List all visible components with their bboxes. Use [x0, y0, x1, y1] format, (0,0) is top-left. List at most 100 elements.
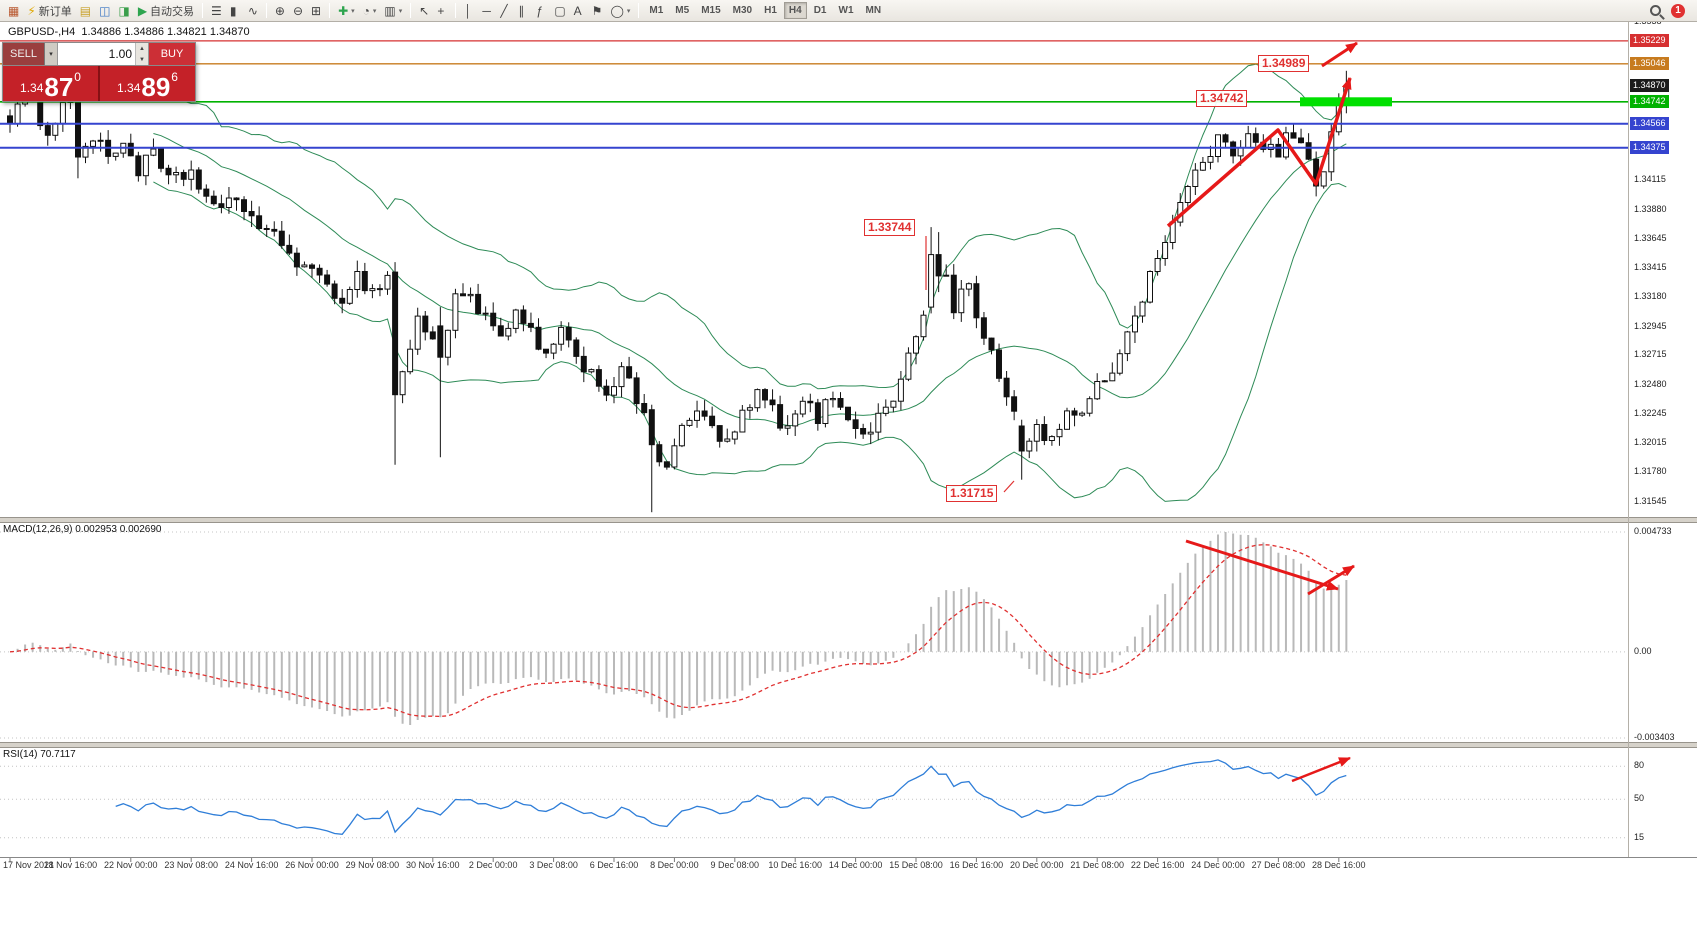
price-tick: 1.31780: [1634, 466, 1667, 477]
toolbar-separator: [455, 3, 457, 18]
timeframe-h1-button[interactable]: H1: [764, 5, 777, 16]
new-order-icon: ⚡: [27, 3, 36, 18]
price-tick: 1.33645: [1634, 232, 1667, 243]
price-badge-1.34375: 1.34375: [1630, 140, 1669, 154]
volume-up-button[interactable]: ▲: [136, 43, 148, 54]
macd-tick: -0.003403: [1634, 732, 1675, 742]
trend-arrow-main[interactable]: [1166, 77, 1352, 228]
timeframe-w1-button[interactable]: W1: [838, 5, 854, 16]
sell-price-pipette: 0: [74, 70, 81, 84]
time-axis-label: 20 Dec 00:00: [1010, 860, 1064, 870]
tile-windows-icon: ⊞: [311, 3, 322, 18]
templates-icon[interactable]: ▥ ▾: [380, 2, 406, 20]
market-watch-icon[interactable]: ◫: [95, 2, 114, 20]
periods-menu-icon[interactable]: ◔ ▾: [359, 2, 381, 20]
price-badge-1.34742: 1.34742: [1630, 94, 1669, 108]
price-tick: 1.31545: [1634, 495, 1667, 506]
timeframe-mn-button[interactable]: MN: [865, 5, 882, 16]
panel-grid-lines: [0, 531, 1628, 839]
auto-trading-button[interactable]: ▶ 自动交易: [134, 2, 198, 20]
panel-separators[interactable]: [0, 517, 1697, 862]
price-tick: 1.33180: [1634, 291, 1667, 302]
time-axis-label: 24 Dec 00:00: [1191, 860, 1245, 870]
line-chart-mode-icon[interactable]: ∿: [244, 2, 262, 20]
time-axis-label: 16 Dec 16:00: [949, 860, 1004, 870]
search-icon[interactable]: [1650, 5, 1661, 16]
price-note-133744[interactable]: 1.33744: [864, 219, 916, 236]
sell-price-big: 87: [44, 71, 74, 102]
vertical-line-tool-icon[interactable]: │: [460, 2, 478, 20]
macd-signal-line: [9, 544, 1347, 718]
shapes-tool-icon[interactable]: ▢: [550, 2, 569, 20]
chart-profiles-icon[interactable]: ▤: [76, 2, 95, 20]
cursor-tool-icon[interactable]: ↖: [415, 2, 433, 20]
time-axis-label: 26 Nov 00:00: [285, 860, 339, 870]
price-note-134989[interactable]: 1.34989: [1258, 55, 1310, 72]
tile-windows-icon[interactable]: ⊞: [307, 2, 325, 20]
new-order-label: 新订单: [38, 5, 72, 18]
trendline-tool-icon[interactable]: ╱: [496, 2, 514, 20]
zoom-out-icon[interactable]: ⊖: [289, 2, 307, 20]
highlight-bar[interactable]: [1300, 97, 1392, 107]
objects-menu-icon[interactable]: ◯ ▾: [606, 2, 634, 20]
timeframe-m30-button[interactable]: M30: [732, 5, 753, 16]
breakout-arrow[interactable]: [1321, 41, 1358, 68]
price-note-134742[interactable]: 1.34742: [1196, 90, 1248, 107]
rsi-tick: 15: [1634, 831, 1645, 842]
time-axis-label: 8 Dec 00:00: [650, 860, 699, 870]
zoom-in-icon[interactable]: ⊕: [271, 2, 289, 20]
macd-decline-arrow[interactable]: [1185, 539, 1339, 591]
time-axis-label: 30 Nov 16:00: [406, 860, 460, 870]
label-tool-icon[interactable]: ⚑: [588, 2, 607, 20]
rsi-up-arrow[interactable]: [1291, 756, 1351, 783]
rsi-tick: 50: [1634, 793, 1645, 804]
candlestick-mode-icon[interactable]: ▮: [226, 2, 244, 20]
time-axis-label: 23 Nov 08:00: [164, 860, 218, 870]
trade-options-caret[interactable]: ▾: [45, 43, 58, 65]
toolbar-separator: [329, 3, 331, 18]
zoom-out-icon: ⊖: [292, 3, 303, 18]
timeframe-m1-button[interactable]: M1: [649, 5, 664, 16]
new-order-button[interactable]: ⚡ 新订单: [23, 2, 75, 20]
bar-chart-mode-icon[interactable]: ☰: [207, 2, 226, 20]
fibonacci-tool-icon[interactable]: ƒ: [532, 2, 550, 20]
macd-turn-arrow[interactable]: [1307, 564, 1355, 596]
candlestick-mode-icon: ▮: [229, 3, 237, 18]
annotation-leader-line: [1003, 480, 1015, 493]
sell-price[interactable]: 1.34 87 0: [3, 66, 98, 101]
timeframe-m15-button[interactable]: M15: [701, 5, 721, 16]
price-tick: 1.32245: [1634, 408, 1667, 419]
crosshair-tool-icon: +: [437, 3, 445, 18]
text-tool-icon[interactable]: A: [570, 2, 588, 20]
channel-tool-icon: ∥: [518, 3, 525, 18]
buy-button[interactable]: BUY: [149, 43, 195, 65]
rsi-tick: 80: [1634, 760, 1645, 771]
volume-down-button[interactable]: ▼: [136, 54, 148, 65]
volume-box: ▲ ▼: [58, 43, 149, 65]
horizontal-line-tool-icon[interactable]: ─: [478, 2, 496, 20]
new-chart-icon[interactable]: ▦: [4, 2, 23, 20]
volume-input[interactable]: [58, 43, 135, 65]
buy-price[interactable]: 1.34 89 6: [100, 66, 195, 101]
price-tick: 1.34115: [1634, 174, 1666, 185]
crosshair-tool-icon[interactable]: +: [433, 2, 451, 20]
sell-button[interactable]: SELL: [3, 43, 45, 65]
toolbar-right-group: 1: [1650, 3, 1693, 18]
strategy-tester-icon[interactable]: ◨: [114, 2, 133, 20]
timeframe-d1-button[interactable]: D1: [813, 5, 827, 16]
price-note-131715[interactable]: 1.31715: [946, 485, 998, 502]
timeframe-h4-button[interactable]: H4: [783, 2, 807, 19]
time-axis-label: 18 Nov 16:00: [43, 860, 98, 870]
notification-badge[interactable]: 1: [1671, 3, 1685, 18]
strategy-tester-icon: ◨: [118, 3, 130, 18]
shapes-tool-icon: ▢: [554, 3, 566, 18]
channel-tool-icon[interactable]: ∥: [514, 2, 532, 20]
timeframe-m5-button[interactable]: M5: [675, 5, 690, 16]
chart-symbol-title: GBPUSD-,H4 1.34886 1.34886 1.34821 1.348…: [8, 26, 250, 38]
zoom-in-icon: ⊕: [274, 3, 285, 18]
indicators-icon[interactable]: ✚ ▾: [334, 2, 359, 20]
buy-price-prefix: 1.34: [117, 81, 141, 95]
trade-panel-prices: 1.34 87 0 1.34 89 6: [3, 66, 195, 101]
